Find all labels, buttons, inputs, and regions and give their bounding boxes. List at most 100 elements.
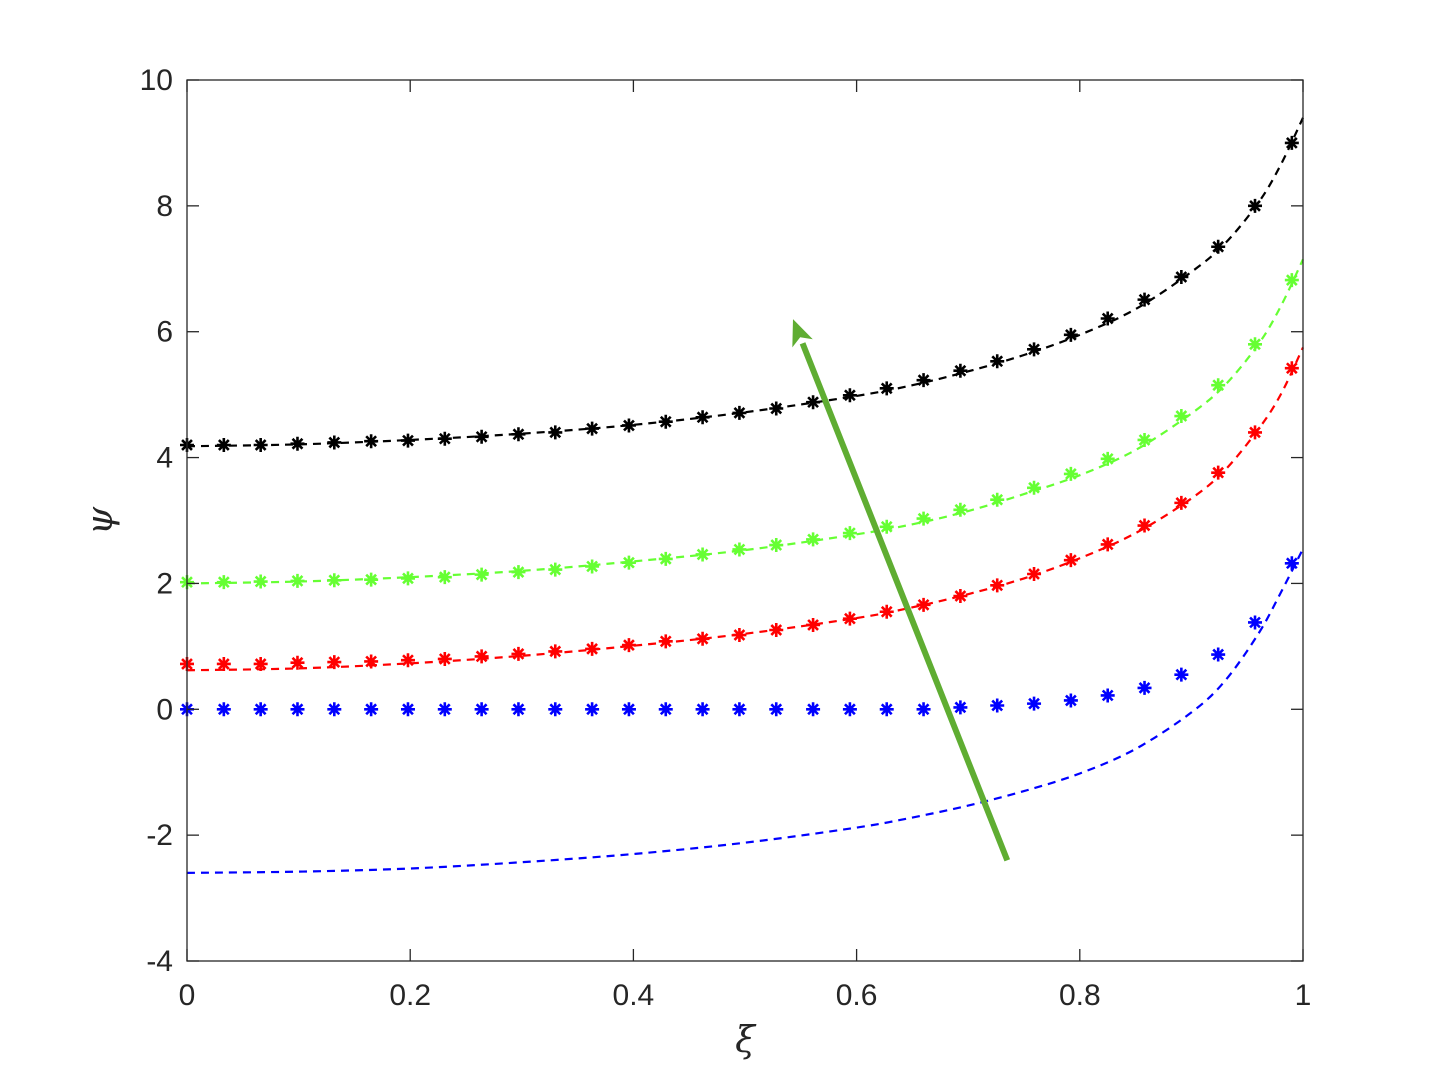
data-point <box>806 395 821 410</box>
data-point <box>953 700 968 715</box>
data-point <box>695 547 710 562</box>
data-point <box>769 623 784 637</box>
data-point <box>437 651 452 666</box>
data-point <box>806 532 821 547</box>
x-tick-label: 0.4 <box>613 979 655 1012</box>
y-axis-title: ψ <box>80 506 121 535</box>
data-point <box>585 641 600 656</box>
data-point <box>1248 337 1263 352</box>
data-point <box>327 702 342 717</box>
data-point <box>879 519 894 534</box>
data-point <box>1027 696 1042 711</box>
series-curve <box>186 117 1304 448</box>
y-tick-label: -2 <box>146 819 173 852</box>
data-point <box>1211 378 1226 393</box>
data-point <box>585 559 600 574</box>
data-point <box>216 437 231 452</box>
data-point <box>842 388 857 403</box>
x-tick-label: 0.2 <box>389 979 431 1012</box>
data-point <box>253 702 268 717</box>
data-point <box>695 410 710 425</box>
data-point <box>1211 647 1226 662</box>
data-point <box>658 702 673 717</box>
y-tick-label: 8 <box>156 190 173 223</box>
data-point <box>879 604 894 619</box>
annotation-layer <box>792 319 1011 862</box>
data-point <box>769 702 784 717</box>
curves-layer <box>186 117 1304 874</box>
series-curve <box>186 346 1304 672</box>
data-point <box>1248 198 1263 213</box>
trend-arrow-head <box>792 319 813 348</box>
y-tick-label: 2 <box>156 567 173 600</box>
data-point <box>437 702 452 717</box>
data-point <box>842 526 857 541</box>
data-point <box>732 405 747 420</box>
data-point <box>1137 432 1152 447</box>
data-point <box>658 634 673 649</box>
data-point <box>1027 566 1042 581</box>
x-tick-label: 1 <box>1295 979 1312 1012</box>
y-tick-label: 4 <box>156 442 173 475</box>
data-point <box>474 429 489 444</box>
trend-arrow-shaft <box>799 342 1011 862</box>
data-point <box>290 436 305 451</box>
y-tick-label: 6 <box>156 316 173 349</box>
data-point <box>1284 556 1299 571</box>
data-point <box>1063 553 1078 568</box>
data-point <box>658 414 673 429</box>
data-point <box>474 567 489 582</box>
data-point <box>327 573 342 588</box>
data-point <box>585 421 600 436</box>
data-point <box>916 702 931 717</box>
data-point <box>437 431 452 446</box>
data-point <box>990 578 1005 593</box>
data-point <box>990 354 1005 369</box>
data-point <box>879 702 894 717</box>
x-tick-label: 0.6 <box>836 979 878 1012</box>
data-point <box>474 649 489 664</box>
data-point <box>695 702 710 717</box>
data-point <box>1174 495 1189 510</box>
data-point <box>621 418 636 433</box>
data-point <box>953 589 968 604</box>
data-point <box>1211 465 1226 480</box>
data-point <box>364 572 379 587</box>
data-point <box>1100 537 1115 552</box>
data-point <box>621 638 636 653</box>
data-point <box>1284 361 1299 376</box>
y-tick-label: -4 <box>146 945 173 978</box>
data-point <box>216 702 231 717</box>
data-point <box>585 702 600 717</box>
data-point <box>437 570 452 585</box>
y-tick-labels: -4 -2 0 2 4 6 8 10 <box>140 64 173 978</box>
data-point <box>511 565 526 580</box>
x-axis-title: ξ <box>735 1020 757 1061</box>
data-point <box>400 702 415 717</box>
data-point <box>879 381 894 396</box>
data-point <box>548 425 563 440</box>
data-point <box>548 562 563 577</box>
data-point <box>1137 518 1152 533</box>
data-point <box>253 656 268 671</box>
data-point <box>253 437 268 452</box>
data-point <box>400 433 415 448</box>
data-point <box>916 373 931 388</box>
data-point <box>732 628 747 643</box>
y-tick-label: 10 <box>140 64 173 97</box>
data-point <box>953 502 968 517</box>
data-point <box>842 611 857 626</box>
data-point <box>511 427 526 442</box>
data-point <box>364 654 379 669</box>
data-point <box>1174 667 1189 682</box>
data-point <box>1100 311 1115 326</box>
data-point <box>1100 688 1115 703</box>
data-point <box>216 656 231 671</box>
axis-ticks <box>186 79 1304 962</box>
data-point <box>1284 273 1299 288</box>
data-point <box>511 702 526 717</box>
data-point <box>1100 451 1115 466</box>
data-point <box>290 573 305 588</box>
